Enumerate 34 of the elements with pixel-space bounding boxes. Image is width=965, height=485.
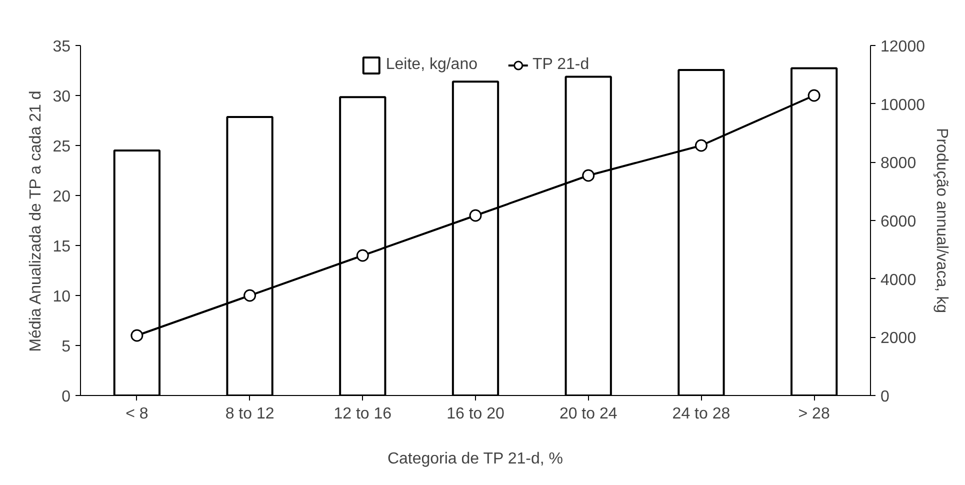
y-axis-title: Média Anualizada de TP a cada 21 d: [28, 90, 45, 352]
y-tick-label: 5: [62, 338, 71, 356]
x-axis-title: Categoria de TP 21-d, %: [387, 450, 563, 468]
x-tick-label: 24 to 28: [672, 406, 730, 422]
y2-tick-label: 4000: [880, 272, 916, 289]
y-tick-label: 20: [52, 188, 71, 206]
point: [808, 89, 820, 102]
y-tick-label: 25: [52, 138, 71, 156]
y-tick-label: 0: [62, 388, 71, 406]
point: [469, 209, 482, 222]
y2-tick-label: 2000: [880, 330, 916, 348]
x-tick-label: < 8: [126, 406, 148, 422]
y2-tick-label: 12000: [880, 38, 926, 56]
point: [694, 139, 708, 152]
point: [244, 289, 256, 302]
y2-tick-label: 8000: [880, 155, 916, 172]
y-tick-label: 15: [52, 238, 71, 256]
x-tick-label: 20 to 24: [559, 406, 618, 422]
legend-label: TP 21-d: [532, 56, 590, 74]
legend-label: Leite, kg/ano: [386, 56, 478, 74]
y-tick-label: 10: [52, 288, 71, 306]
point: [356, 249, 369, 262]
y-tick-label: 30: [52, 88, 71, 106]
y2-tick-label: 0: [880, 388, 890, 406]
x-tick-label: > 28: [798, 406, 830, 422]
x-tick-label: 12 to 16: [334, 406, 392, 422]
y-tick-label: 35: [52, 38, 71, 56]
x-tick-label: 8 to 12: [225, 406, 274, 422]
point: [582, 169, 595, 182]
point: [130, 329, 144, 342]
y2-tick-label: 6000: [880, 214, 916, 230]
y2-axis-title: Produção annual/vaca, kg: [932, 128, 950, 314]
y2-tick-label: 10000: [880, 96, 926, 114]
x-tick-label: 16 to 20: [446, 406, 505, 422]
